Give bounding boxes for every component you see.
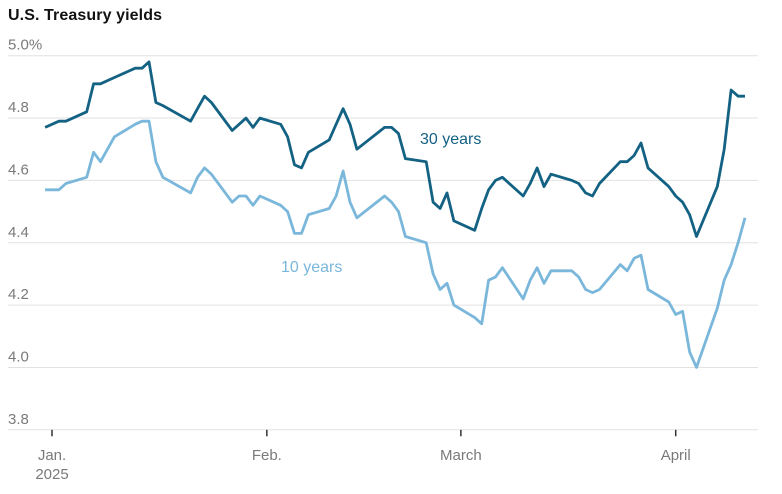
x-axis-label: March — [440, 447, 482, 464]
y-axis-label: 4.8 — [8, 99, 29, 116]
x-axis-year-label: 2025 — [35, 466, 68, 483]
series-label-30-years: 30 years — [420, 131, 481, 148]
chart-title: U.S. Treasury yields — [8, 7, 163, 24]
x-axis-label: Feb. — [252, 447, 282, 464]
series-line-10-years — [45, 119, 747, 369]
y-axis-label: 4.0 — [8, 348, 29, 365]
y-axis-label: 4.2 — [8, 286, 29, 303]
y-axis-label: 4.6 — [8, 161, 29, 178]
x-axis-label: April — [661, 447, 691, 464]
x-axis-label: Jan. — [38, 447, 66, 464]
series-label-10-years: 10 years — [281, 259, 342, 276]
y-axis-label: 5.0% — [8, 37, 42, 54]
y-axis-label: 3.8 — [8, 411, 29, 428]
y-axis-label: 4.4 — [8, 224, 29, 241]
series-line-30-years — [44, 60, 745, 238]
